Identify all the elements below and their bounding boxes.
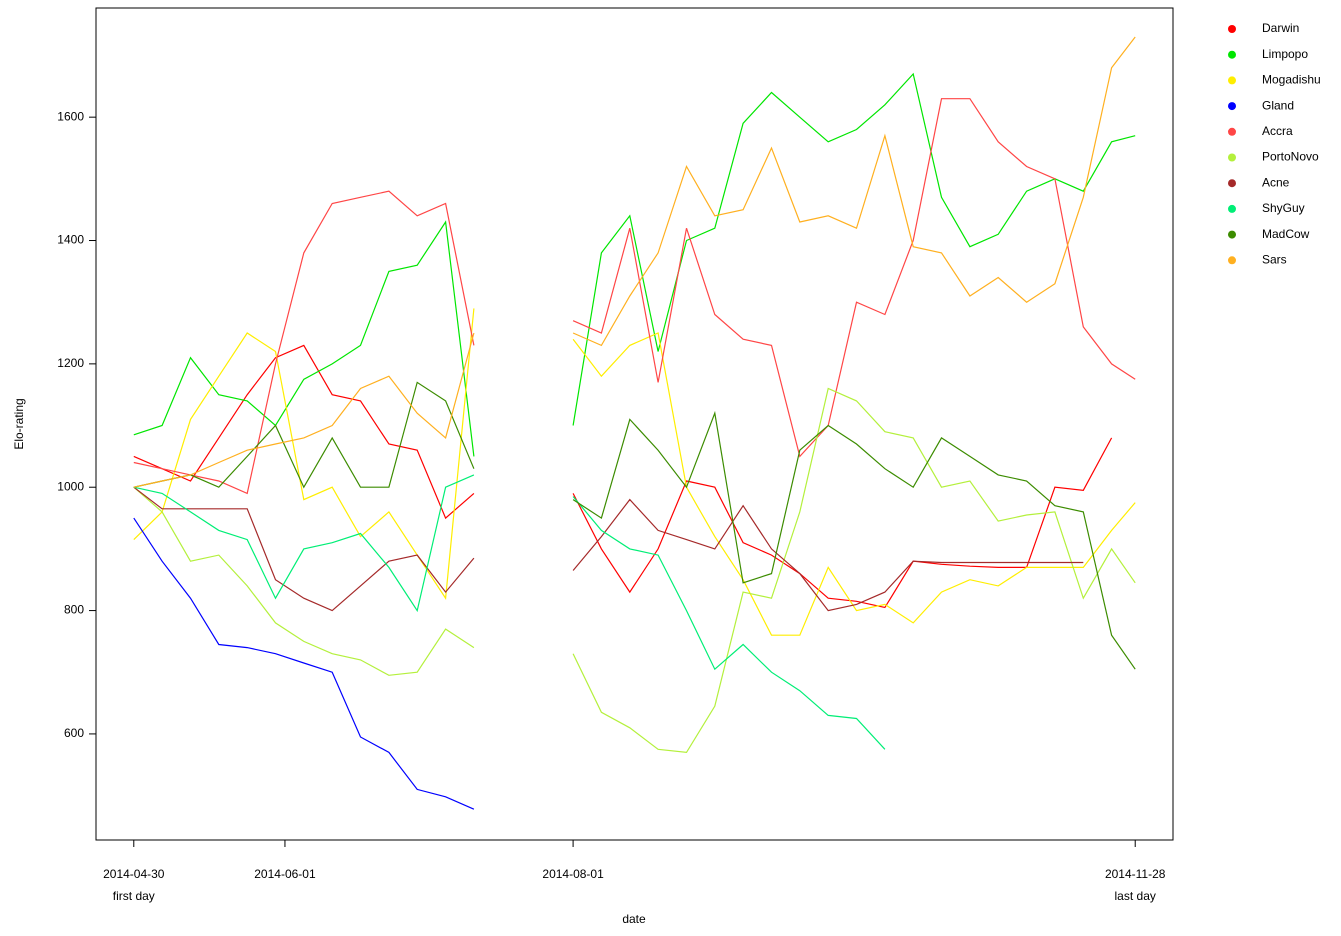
x-tick-note: last day [1115, 889, 1156, 903]
legend-marker [1228, 179, 1236, 188]
series-line [133, 344, 1113, 609]
legend-label: Accra [1262, 124, 1293, 138]
x-axis-title: date [622, 912, 646, 926]
legend-marker [1228, 256, 1236, 265]
y-tick-label: 600 [64, 726, 84, 740]
x-tick-note: first day [113, 889, 155, 903]
legend-label: Acne [1262, 175, 1290, 189]
x-tick-label: 2014-04-30 [103, 867, 165, 881]
series-line [133, 36, 1136, 488]
y-axis-title: Elo-rating [12, 398, 26, 449]
legend-marker [1228, 25, 1236, 33]
legend-marker [1228, 230, 1236, 239]
legend-marker [1228, 50, 1236, 59]
y-tick-label: 1400 [57, 233, 84, 247]
y-tick-label: 1200 [57, 356, 84, 370]
x-tick-label: 2014-08-01 [542, 867, 604, 881]
y-tick-label: 1000 [57, 479, 84, 493]
series-line [133, 381, 1136, 670]
series-line [133, 387, 1136, 754]
legend-label: Gland [1262, 98, 1294, 112]
series-line [133, 72, 1136, 457]
legend-label: Darwin [1262, 21, 1299, 35]
legend-label: ShyGuy [1262, 201, 1305, 215]
y-tick-label: 800 [64, 603, 84, 617]
legend-marker [1228, 76, 1236, 85]
plot-frame [95, 7, 1174, 841]
legend-label: Mogadishu [1262, 73, 1321, 87]
legend-label: MadCow [1262, 227, 1310, 241]
series-line [133, 98, 1136, 495]
y-tick-label: 1600 [57, 109, 84, 123]
x-tick-label: 2014-11-28 [1105, 867, 1166, 881]
legend-label: PortoNovo [1262, 150, 1319, 164]
series-line [133, 486, 1084, 612]
series-line [133, 474, 886, 750]
legend-marker [1228, 102, 1236, 111]
legend-marker [1228, 204, 1236, 213]
legend-label: Limpopo [1262, 47, 1308, 61]
series-line [133, 308, 1136, 636]
x-tick-label: 2014-06-01 [254, 867, 316, 881]
series-line [133, 517, 475, 810]
legend-marker [1228, 127, 1236, 136]
legend-label: Sars [1262, 252, 1287, 266]
legend-marker [1228, 153, 1236, 162]
